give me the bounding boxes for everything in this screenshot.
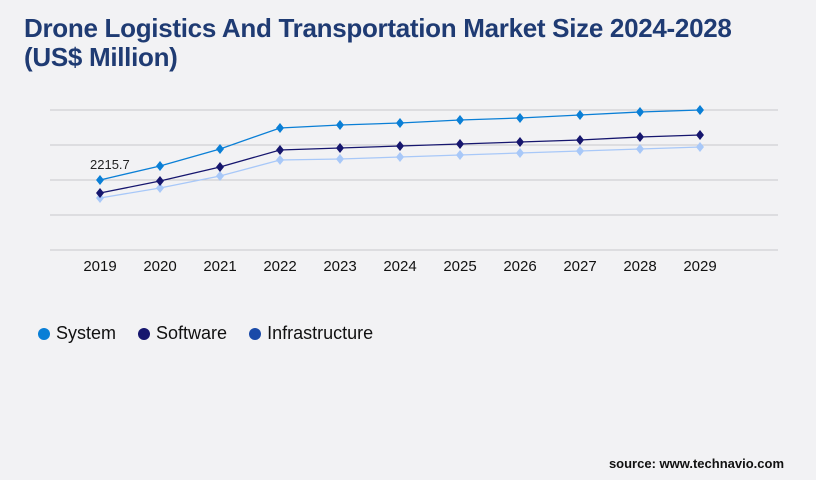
- data-label: 2215.7: [90, 157, 130, 172]
- legend-marker-icon: [249, 327, 262, 340]
- data-point-software: [696, 130, 704, 141]
- data-point-system: [396, 117, 404, 128]
- x-tick-label: 2027: [563, 258, 596, 275]
- legend-marker-icon: [38, 327, 50, 340]
- data-point-infrastructure: [696, 142, 704, 153]
- data-point-software: [156, 176, 164, 187]
- x-tick-label: 2020: [143, 258, 176, 275]
- legend-label: System: [56, 323, 117, 343]
- legend-marker-icon: [138, 327, 151, 340]
- x-tick-label: 2026: [503, 258, 536, 275]
- data-point-infrastructure: [336, 154, 344, 165]
- data-point-software: [216, 162, 224, 173]
- data-point-system: [576, 110, 584, 121]
- data-point-infrastructure: [396, 151, 404, 162]
- legend-item-infrastructure: Infrastructure: [249, 323, 373, 344]
- data-point-system: [636, 107, 644, 118]
- data-point-system: [516, 113, 524, 124]
- data-point-infrastructure: [156, 183, 164, 194]
- x-tick-label: 2023: [323, 258, 356, 275]
- x-tick-label: 2029: [683, 258, 716, 275]
- data-point-system: [276, 122, 284, 133]
- data-point-infrastructure: [216, 171, 224, 182]
- chart-title: Drone Logistics And Transportation Marke…: [24, 13, 732, 72]
- data-point-system: [456, 114, 464, 125]
- x-tick-label: 2022: [263, 258, 296, 275]
- data-point-infrastructure: [636, 143, 644, 154]
- data-point-system: [336, 119, 344, 130]
- data-point-infrastructure: [276, 154, 284, 165]
- data-point-infrastructure: [456, 150, 464, 161]
- x-tick-label: 2028: [623, 258, 656, 275]
- legend-item-software: Software: [138, 323, 227, 344]
- data-point-software: [516, 136, 524, 147]
- legend-label: Infrastructure: [267, 323, 374, 343]
- x-tick-label: 2024: [383, 258, 416, 275]
- data-point-software: [96, 188, 104, 199]
- data-point-system: [96, 175, 104, 185]
- data-point-system: [216, 143, 224, 154]
- legend-item-system: System: [38, 323, 116, 344]
- data-point-system: [696, 105, 704, 116]
- data-point-software: [336, 142, 344, 153]
- data-point-infrastructure: [576, 145, 584, 156]
- x-tick-label: 2025: [443, 258, 476, 275]
- legend: System Software Infrastructure: [38, 323, 373, 344]
- data-point-software: [636, 131, 644, 142]
- data-point-software: [396, 140, 404, 151]
- source-text: source: www.technavio.com: [608, 456, 784, 471]
- legend-label: Software: [156, 323, 228, 343]
- x-tick-label: 2019: [83, 258, 116, 275]
- data-point-infrastructure: [516, 148, 524, 159]
- data-point-software: [276, 145, 284, 156]
- data-point-system: [156, 160, 164, 171]
- data-point-software: [576, 134, 584, 145]
- x-tick-label: 2021: [203, 258, 236, 275]
- data-point-software: [456, 139, 464, 150]
